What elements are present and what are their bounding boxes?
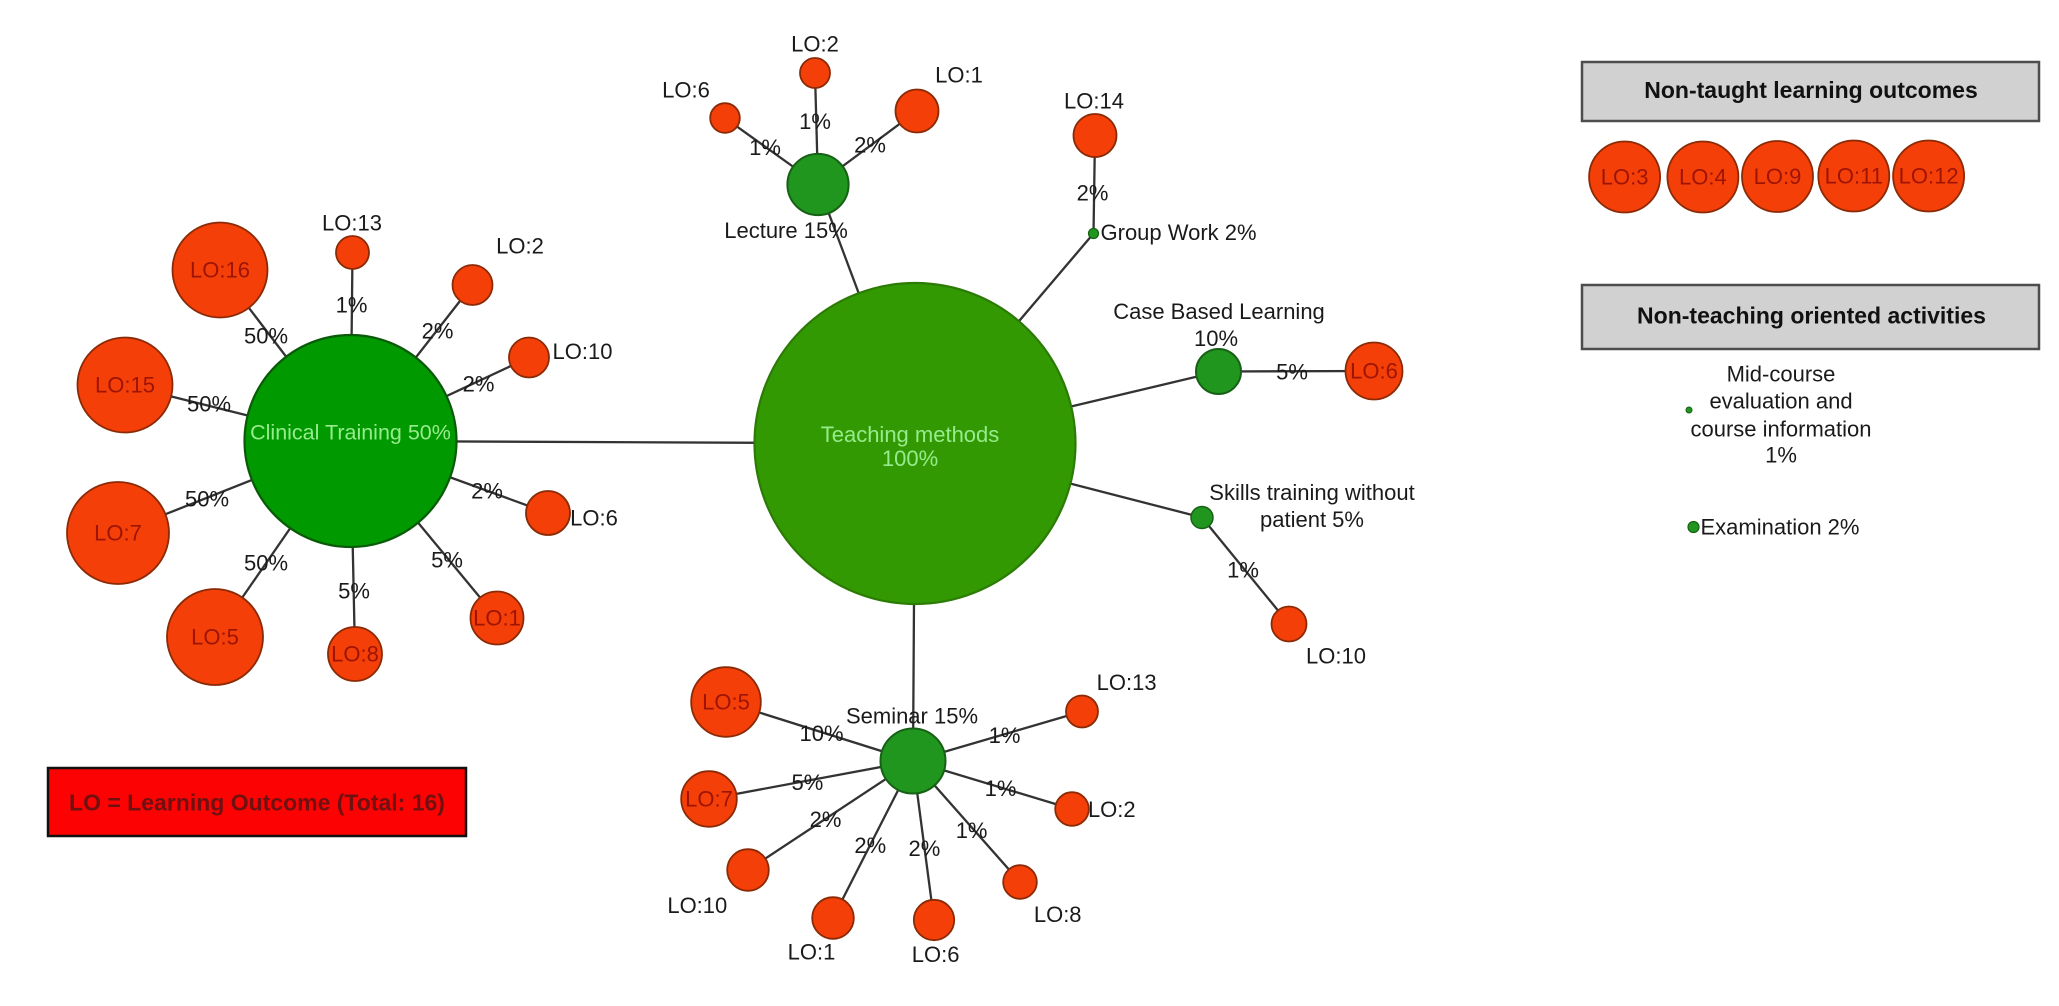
svg-text:LO:2: LO:2 — [1088, 797, 1136, 822]
svg-text:LO:13: LO:13 — [1097, 670, 1157, 695]
svg-text:LO:15: LO:15 — [95, 373, 155, 398]
svg-text:LO:8: LO:8 — [1034, 902, 1082, 927]
svg-text:50%: 50% — [185, 487, 229, 512]
svg-text:2%: 2% — [909, 836, 941, 861]
svg-text:1%: 1% — [985, 776, 1017, 801]
svg-text:Seminar 15%: Seminar 15% — [846, 704, 978, 729]
svg-text:Mid-course: Mid-course — [1727, 362, 1836, 387]
svg-text:1%: 1% — [1765, 443, 1797, 468]
svg-text:5%: 5% — [1276, 360, 1308, 385]
svg-text:LO:10: LO:10 — [667, 893, 727, 918]
svg-text:50%: 50% — [244, 324, 288, 349]
svg-text:1%: 1% — [956, 818, 988, 843]
svg-text:Non-taught learning outcomes: Non-taught learning outcomes — [1644, 77, 1978, 103]
svg-text:LO:1: LO:1 — [788, 939, 836, 964]
svg-text:LO:8: LO:8 — [331, 642, 379, 667]
svg-text:LO:1: LO:1 — [473, 606, 521, 631]
svg-text:LO:2: LO:2 — [496, 234, 544, 259]
svg-text:1%: 1% — [749, 135, 781, 160]
svg-text:LO:7: LO:7 — [94, 521, 142, 546]
svg-text:LO:16: LO:16 — [190, 258, 250, 283]
svg-text:1%: 1% — [799, 109, 831, 134]
svg-text:50%: 50% — [187, 392, 231, 417]
svg-text:patient 5%: patient 5% — [1260, 507, 1364, 532]
svg-text:5%: 5% — [792, 770, 824, 795]
svg-text:evaluation and: evaluation and — [1709, 389, 1852, 414]
svg-text:1%: 1% — [336, 293, 368, 318]
svg-text:2%: 2% — [810, 807, 842, 832]
svg-text:LO:12: LO:12 — [1899, 164, 1959, 189]
svg-text:Case Based Learning: Case Based Learning — [1113, 299, 1325, 324]
svg-text:Lecture 15%: Lecture 15% — [724, 218, 848, 243]
svg-text:1%: 1% — [989, 723, 1021, 748]
svg-text:2%: 2% — [471, 479, 503, 504]
svg-text:LO:10: LO:10 — [1306, 644, 1366, 669]
svg-text:LO:9: LO:9 — [1754, 164, 1802, 189]
svg-text:LO:6: LO:6 — [912, 942, 960, 967]
svg-text:Skills training without: Skills training without — [1209, 480, 1414, 505]
svg-text:10%: 10% — [1194, 326, 1238, 351]
svg-text:course information: course information — [1691, 417, 1872, 442]
svg-text:2%: 2% — [422, 319, 454, 344]
svg-text:Non-teaching oriented activiti: Non-teaching oriented activities — [1637, 303, 1986, 329]
svg-text:5%: 5% — [431, 548, 463, 573]
svg-text:2%: 2% — [1077, 181, 1109, 206]
svg-text:LO:11: LO:11 — [1825, 164, 1883, 189]
svg-text:10%: 10% — [799, 721, 843, 746]
svg-text:1%: 1% — [1227, 558, 1259, 583]
svg-text:LO:3: LO:3 — [1601, 165, 1649, 190]
svg-text:100%: 100% — [882, 446, 938, 471]
svg-text:2%: 2% — [854, 133, 886, 158]
svg-text:2%: 2% — [854, 833, 886, 858]
svg-text:50%: 50% — [244, 551, 288, 576]
svg-text:Teaching methods: Teaching methods — [821, 422, 1000, 447]
svg-text:LO:2: LO:2 — [791, 32, 839, 57]
svg-text:LO:6: LO:6 — [570, 505, 618, 530]
svg-text:LO:13: LO:13 — [322, 211, 382, 236]
svg-text:Group Work 2%: Group Work 2% — [1101, 220, 1257, 245]
svg-text:LO:6: LO:6 — [1350, 359, 1398, 384]
svg-text:Examination 2%: Examination 2% — [1701, 515, 1860, 540]
svg-text:LO:6: LO:6 — [662, 78, 710, 103]
svg-text:LO:5: LO:5 — [191, 625, 239, 650]
svg-text:2%: 2% — [463, 372, 495, 397]
svg-text:LO:7: LO:7 — [685, 787, 733, 812]
svg-text:LO:14: LO:14 — [1064, 89, 1124, 114]
svg-text:LO:1: LO:1 — [935, 63, 983, 88]
svg-text:LO:5: LO:5 — [702, 690, 750, 715]
svg-text:LO:10: LO:10 — [553, 339, 613, 364]
svg-text:Clinical Training 50%: Clinical Training 50% — [250, 421, 451, 445]
svg-text:LO:4: LO:4 — [1679, 165, 1727, 190]
svg-text:LO = Learning Outcome (Total:: LO = Learning Outcome (Total: 16) — [69, 790, 445, 816]
svg-text:5%: 5% — [338, 579, 370, 604]
